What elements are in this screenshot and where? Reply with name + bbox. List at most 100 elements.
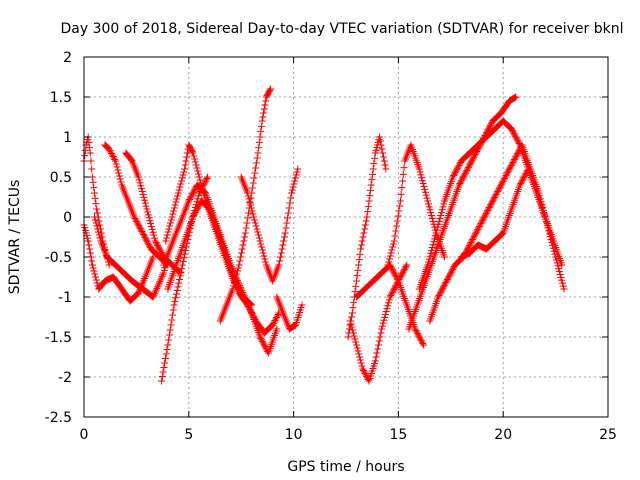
data-point xyxy=(355,350,363,358)
data-point xyxy=(414,331,422,339)
data-point xyxy=(239,241,247,249)
data-point xyxy=(251,216,259,224)
data-point xyxy=(96,221,104,229)
data-point xyxy=(521,171,529,179)
data-point xyxy=(112,160,120,168)
data-point xyxy=(136,225,144,233)
data-point xyxy=(382,165,390,173)
y-tick-label: 1 xyxy=(63,130,72,146)
data-point xyxy=(459,174,467,182)
data-point xyxy=(276,257,284,265)
data-point xyxy=(136,223,144,231)
data-point xyxy=(413,328,421,336)
data-point xyxy=(111,157,119,165)
data-point xyxy=(499,177,507,185)
data-point xyxy=(249,210,257,218)
data-point xyxy=(92,219,100,227)
data-point xyxy=(194,204,202,212)
y-tick-label: 2 xyxy=(63,50,72,66)
data-point xyxy=(366,186,374,194)
data-point xyxy=(155,244,163,252)
data-point xyxy=(96,234,104,242)
data-point xyxy=(503,170,511,178)
data-point xyxy=(371,357,379,365)
data-point xyxy=(135,222,143,230)
data-point xyxy=(270,318,278,326)
data-point xyxy=(380,316,388,324)
data-point xyxy=(375,337,383,345)
data-point xyxy=(517,180,525,188)
data-point xyxy=(204,204,212,212)
data-point xyxy=(428,246,436,254)
data-point xyxy=(466,161,474,169)
data-point xyxy=(261,255,269,263)
data-point xyxy=(132,216,140,224)
data-point xyxy=(415,165,423,173)
data-point xyxy=(238,245,246,253)
data-point xyxy=(391,232,399,240)
data-point xyxy=(542,218,550,226)
data-point xyxy=(500,176,508,184)
data-point xyxy=(247,307,255,315)
data-point xyxy=(389,287,397,295)
data-point xyxy=(376,333,384,341)
data-point xyxy=(473,227,481,235)
data-point xyxy=(376,137,384,145)
data-point xyxy=(357,359,365,367)
data-point xyxy=(171,201,179,209)
data-point xyxy=(279,241,287,249)
data-point xyxy=(257,240,265,248)
data-point xyxy=(481,212,489,220)
data-point xyxy=(281,229,289,237)
data-point xyxy=(107,148,115,156)
data-point xyxy=(194,195,202,203)
data-point xyxy=(558,279,566,287)
y-tick-label: -2 xyxy=(58,370,72,386)
data-point xyxy=(417,335,425,343)
data-point xyxy=(401,264,409,272)
data-point xyxy=(154,241,162,249)
data-point xyxy=(201,177,209,185)
data-point xyxy=(471,231,479,239)
y-tick-label: 0.5 xyxy=(50,170,72,186)
data-point xyxy=(515,147,523,155)
data-point xyxy=(149,293,157,301)
data-point xyxy=(154,283,162,291)
data-point xyxy=(105,145,113,153)
data-point xyxy=(271,317,279,324)
data-point xyxy=(161,355,169,362)
data-point xyxy=(388,265,396,273)
data-point xyxy=(267,85,275,93)
y-axis-label: SDTVAR / TECUs xyxy=(7,180,23,295)
data-point xyxy=(554,262,562,270)
data-point xyxy=(142,235,150,243)
data-point xyxy=(447,268,455,276)
data-point xyxy=(381,313,389,321)
data-point xyxy=(130,213,138,221)
data-point xyxy=(248,184,256,192)
data-point xyxy=(157,249,165,257)
data-point xyxy=(544,224,552,232)
data-point xyxy=(144,239,152,247)
data-point xyxy=(517,178,525,186)
data-point xyxy=(389,267,397,275)
data-point xyxy=(258,337,266,345)
data-point xyxy=(415,332,423,340)
data-point xyxy=(508,160,516,168)
data-point xyxy=(287,194,295,202)
data-point xyxy=(435,217,443,225)
data-point xyxy=(425,255,433,263)
data-point xyxy=(170,204,178,212)
data-point xyxy=(468,156,476,164)
data-point xyxy=(91,270,99,278)
data-point xyxy=(369,165,377,173)
y-tick-label: -0.5 xyxy=(45,250,72,266)
data-point xyxy=(430,238,438,246)
data-point xyxy=(190,187,198,195)
data-point xyxy=(465,241,473,249)
data-point xyxy=(398,270,406,278)
data-point xyxy=(543,221,551,229)
series-sat-track-12 xyxy=(273,293,306,333)
data-point xyxy=(152,238,160,246)
